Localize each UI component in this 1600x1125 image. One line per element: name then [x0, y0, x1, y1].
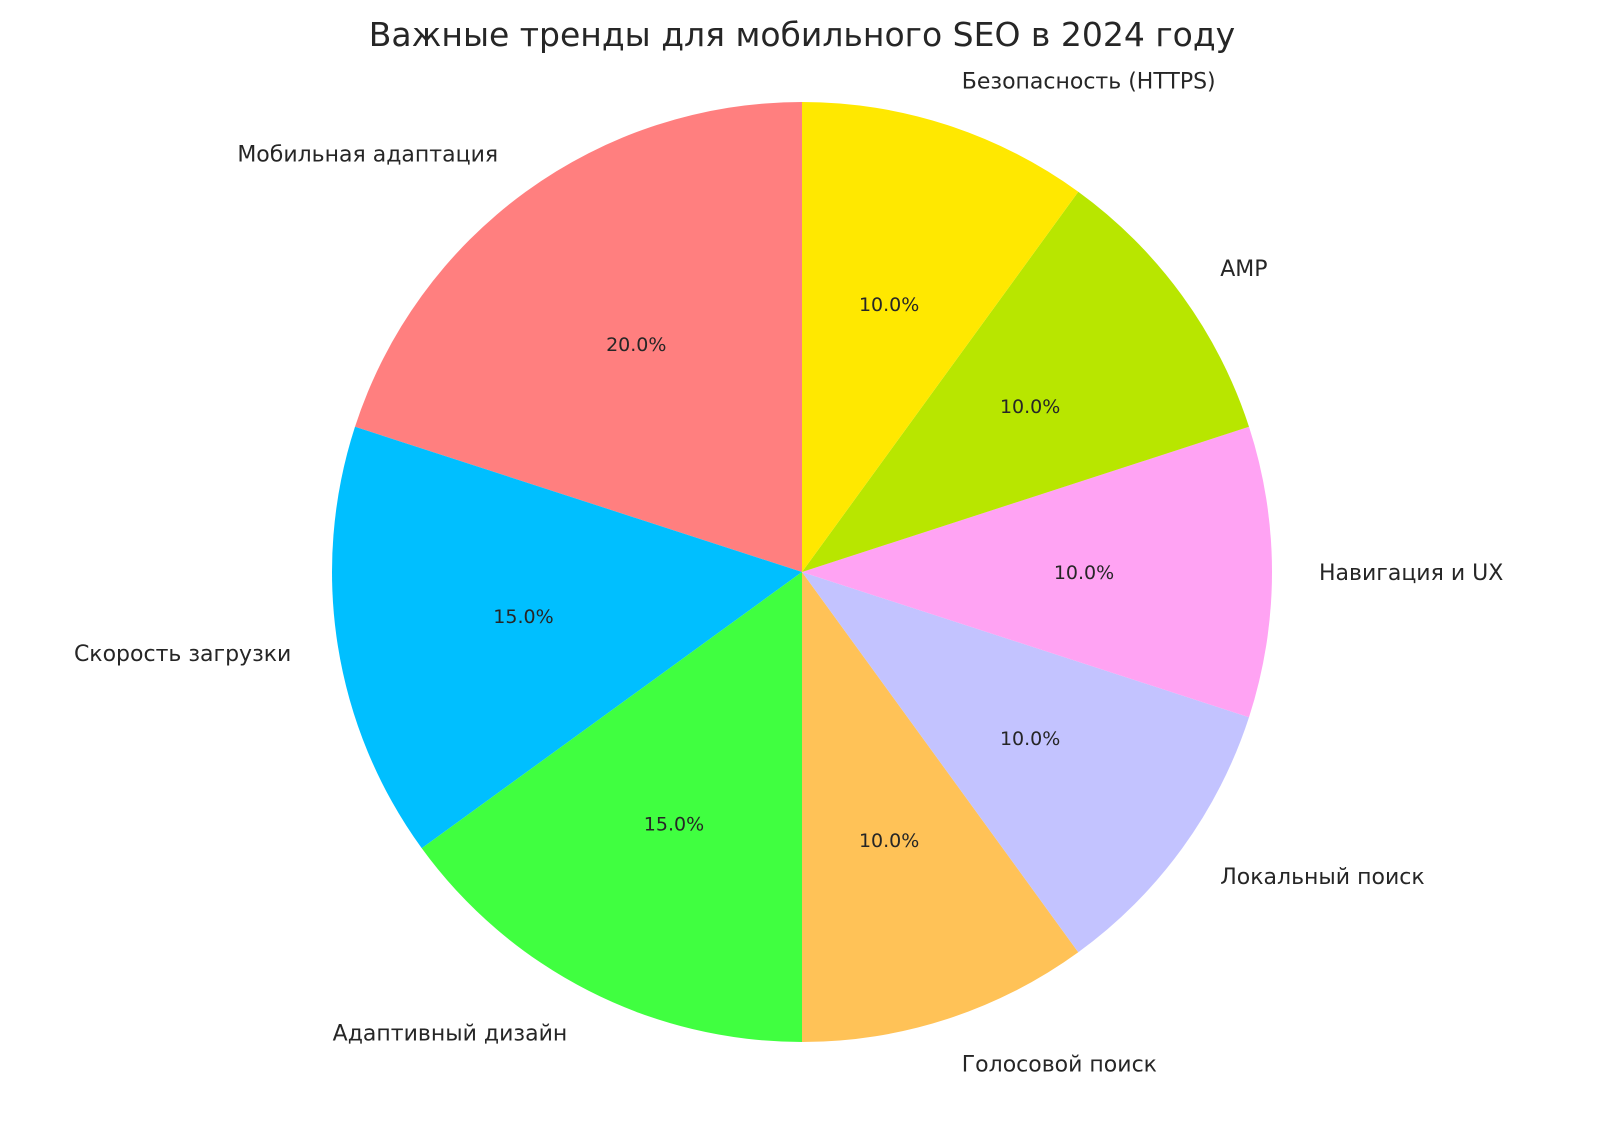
chart-title: Важные тренды для мобильного SEO в 2024 …: [369, 15, 1235, 54]
pie-slice: [802, 572, 1079, 1042]
slice-percent-label: 20.0%: [606, 334, 666, 356]
slice-percent-label: 10.0%: [1000, 728, 1060, 750]
pie-slice: [802, 572, 1249, 953]
slice-label: Безопасность (HTTPS): [962, 69, 1216, 94]
slice-label: Навигация и UX: [1319, 561, 1503, 586]
slice-label: Голосовой поиск: [962, 1053, 1157, 1078]
slice-label: Мобильная адаптация: [237, 143, 498, 168]
pie-slice: [802, 426, 1272, 718]
slice-percent-label: 15.0%: [493, 606, 553, 628]
slice-percent-label: 10.0%: [859, 294, 919, 316]
slice-label: Локальный поиск: [1220, 865, 1424, 890]
slice-percent-label: 10.0%: [1000, 396, 1060, 418]
pie-slice: [355, 102, 802, 572]
slice-percent-label: 10.0%: [1054, 562, 1114, 584]
slice-label: Адаптивный дизайн: [333, 1022, 568, 1047]
slice-label: AMP: [1220, 257, 1267, 282]
slice-percent-label: 10.0%: [859, 830, 919, 852]
slice-label: Скорость загрузки: [74, 642, 291, 667]
slice-percent-label: 15.0%: [644, 813, 704, 835]
pie-slice: [802, 102, 1079, 572]
pie-slice: [332, 426, 802, 849]
pie-slice: [421, 572, 802, 1042]
pie-slice: [802, 191, 1249, 572]
